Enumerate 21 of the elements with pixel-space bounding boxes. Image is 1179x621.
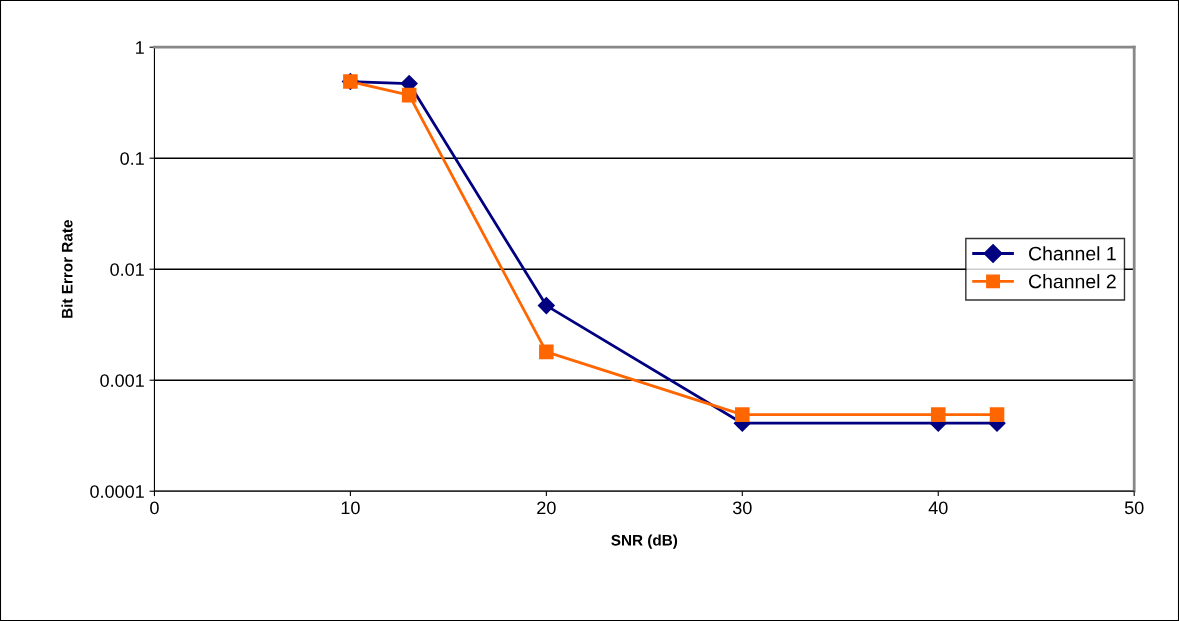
- x-tick-label: 0: [150, 501, 159, 515]
- point: [537, 296, 556, 315]
- point: [401, 87, 417, 103]
- y-tick-label: 0.0001: [90, 485, 144, 498]
- legend-label: Channel 1: [1029, 246, 1116, 261]
- point: [989, 407, 1005, 422]
- y-tick-label: 1: [136, 41, 144, 54]
- legend-label: Channel 2: [1029, 274, 1116, 289]
- x-tick-label: 30: [732, 501, 752, 515]
- x-tick-label: 50: [1124, 501, 1144, 515]
- point: [539, 344, 554, 360]
- x-tick-label: 20: [537, 501, 556, 515]
- x-tick-label: 40: [928, 501, 948, 515]
- x-tick-label: 10: [341, 501, 360, 515]
- point: [930, 407, 946, 422]
- point: [735, 407, 750, 422]
- y-tick-label: 0.001: [100, 374, 144, 387]
- y-tick-label: 0.1: [120, 152, 144, 165]
- y-axis-title: Bit Error Rate: [61, 220, 73, 318]
- y-tick-label: 0.01: [110, 263, 144, 276]
- x-axis-title: SNR (dB): [611, 534, 678, 549]
